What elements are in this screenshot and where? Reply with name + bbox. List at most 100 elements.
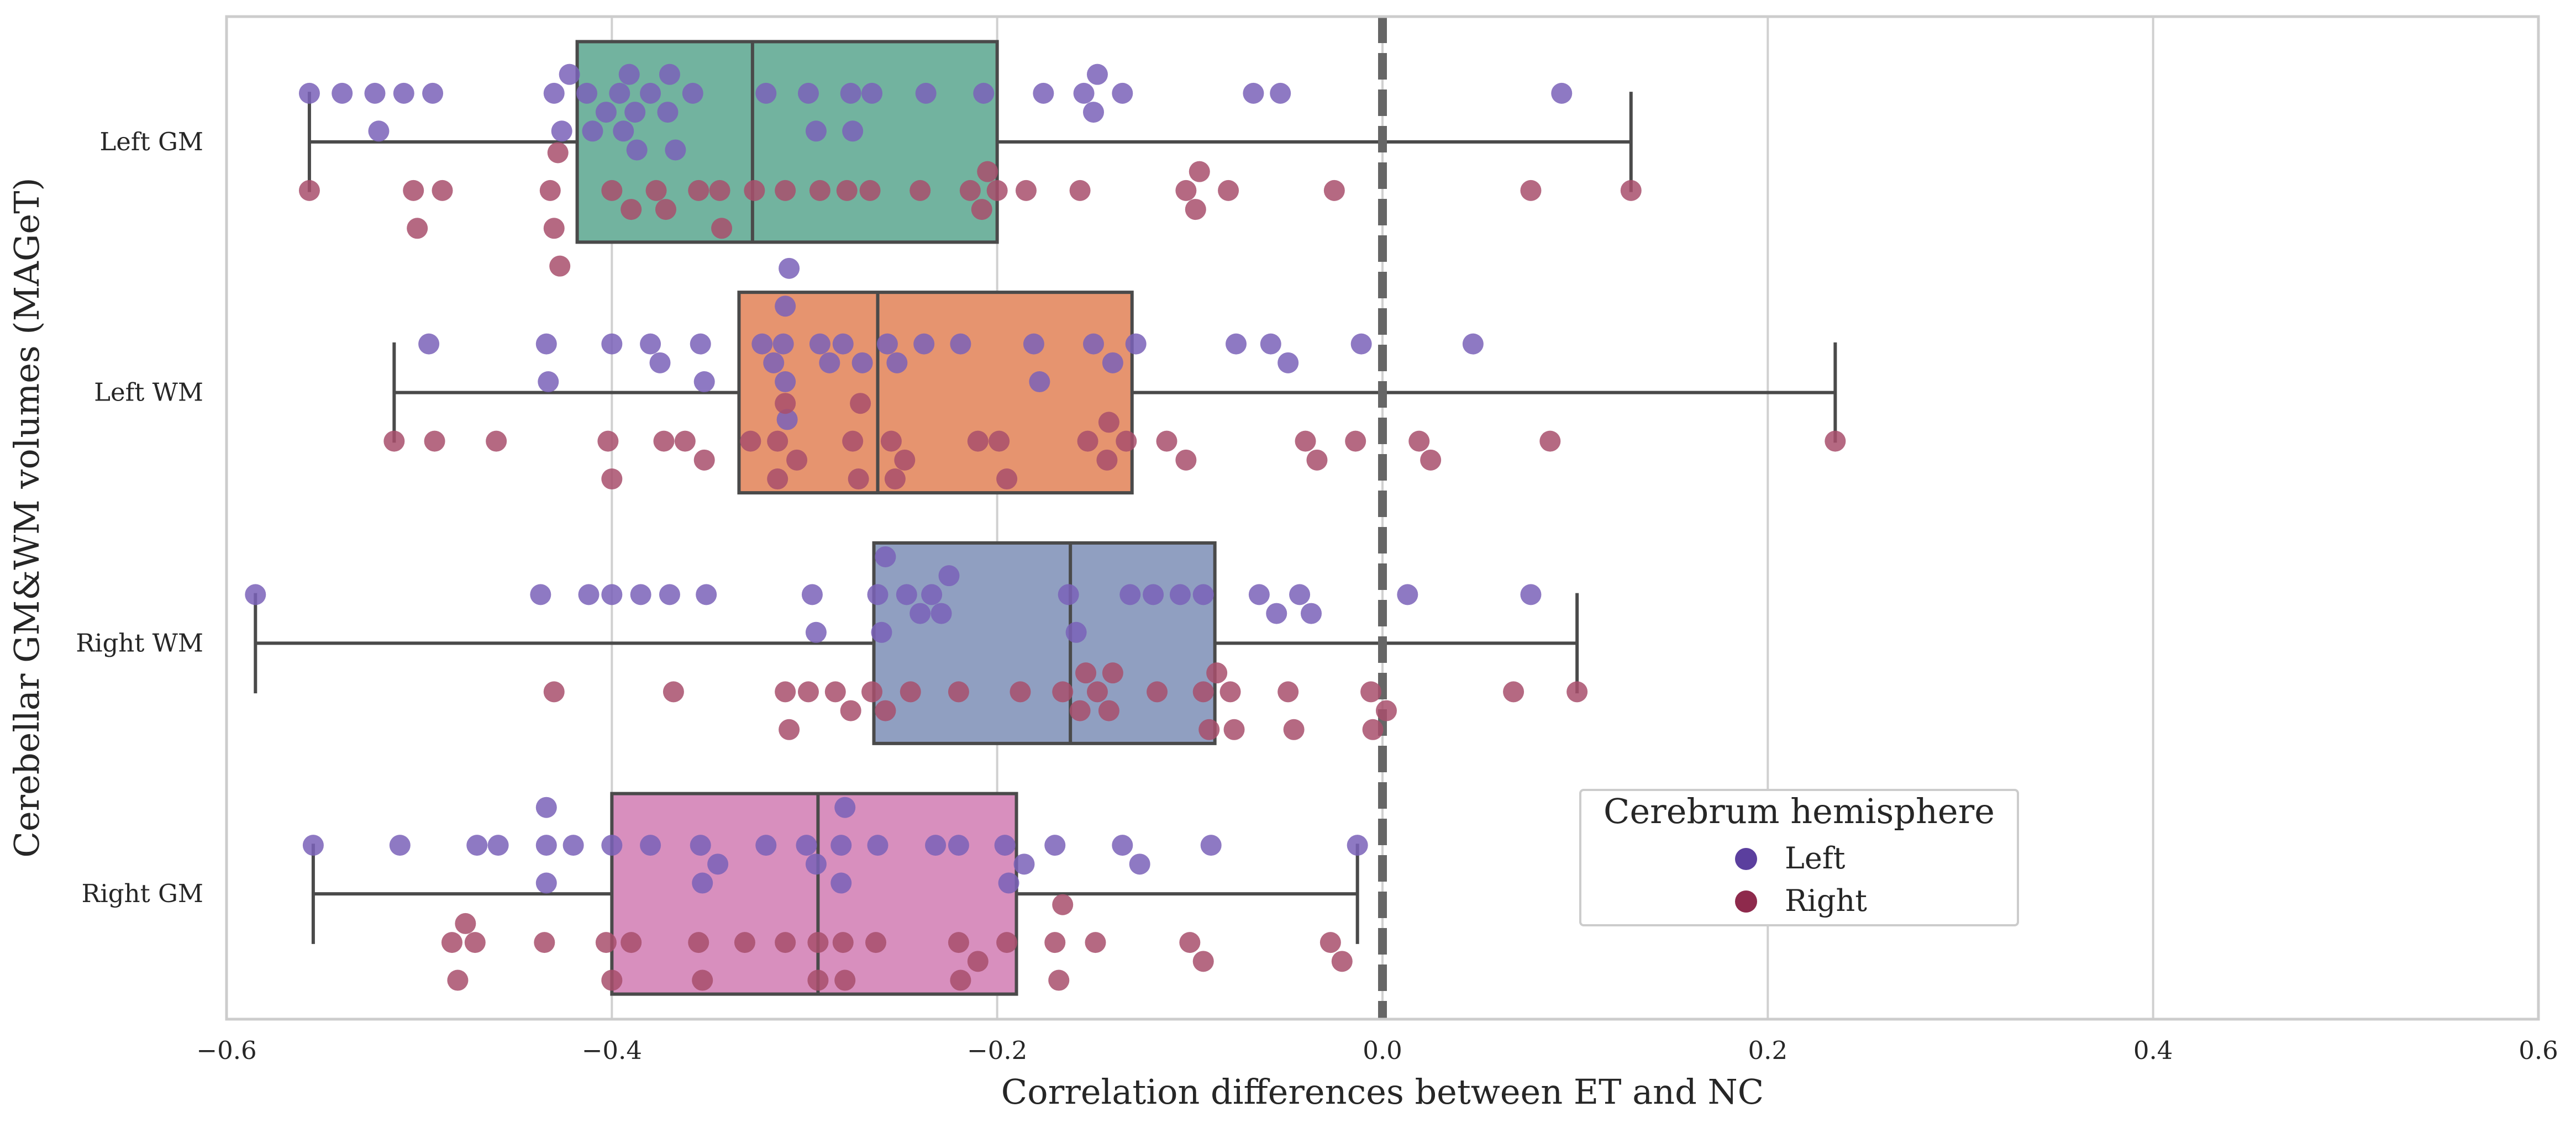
point-left <box>364 82 386 104</box>
point-right <box>601 468 623 490</box>
point-left <box>830 872 852 894</box>
point-left <box>1033 82 1054 104</box>
point-left <box>950 333 971 355</box>
point-left <box>389 835 411 856</box>
point-right <box>950 969 971 991</box>
point-left <box>861 82 883 104</box>
point-right <box>807 932 829 953</box>
point-left <box>601 835 623 856</box>
point-left <box>1350 333 1372 355</box>
point-left <box>640 333 661 355</box>
point-right <box>1283 719 1305 740</box>
point-right <box>996 932 1018 953</box>
point-right <box>424 430 445 452</box>
point-right <box>834 969 856 991</box>
point-left <box>562 835 584 856</box>
point-left <box>659 584 680 605</box>
point-left <box>1169 584 1191 605</box>
point-right <box>775 681 796 703</box>
point-right <box>977 161 998 182</box>
point-right <box>1098 412 1119 433</box>
point-right <box>1086 681 1108 703</box>
point-right <box>989 430 1010 452</box>
point-left <box>921 584 943 605</box>
point-right <box>693 449 715 471</box>
point-left <box>1143 584 1164 605</box>
point-right <box>1085 932 1106 953</box>
point-right <box>1331 951 1353 972</box>
point-left <box>973 82 995 104</box>
point-right <box>1175 180 1197 201</box>
point-left <box>466 835 488 856</box>
point-left <box>649 352 671 373</box>
point-left <box>530 584 551 605</box>
point-left <box>1073 82 1095 104</box>
point-right <box>1102 662 1123 684</box>
point-right <box>1052 681 1074 703</box>
y-tick-label: Left GM <box>99 127 203 156</box>
point-left <box>910 603 931 624</box>
point-right <box>1189 161 1210 182</box>
point-right <box>894 449 916 471</box>
legend-title: Cerebrum hemisphere <box>1604 791 1995 831</box>
point-right <box>597 430 619 452</box>
point-right <box>621 932 642 953</box>
x-tick-label: −0.2 <box>967 1036 1027 1065</box>
point-left <box>690 835 711 856</box>
point-left <box>1044 835 1066 856</box>
point-right <box>1620 180 1642 201</box>
point-right <box>383 430 405 452</box>
point-right <box>996 468 1018 490</box>
point-left <box>797 82 819 104</box>
point-right <box>543 681 565 703</box>
point-right <box>859 180 881 201</box>
point-right <box>824 681 846 703</box>
point-left <box>875 546 896 567</box>
point-right <box>1503 681 1524 703</box>
point-right <box>875 700 896 721</box>
point-left <box>595 102 617 123</box>
point-right <box>1218 180 1239 201</box>
point-left <box>626 139 648 161</box>
point-right <box>1175 449 1197 471</box>
point-left <box>1248 584 1270 605</box>
point-left <box>696 584 717 605</box>
point-right <box>1198 719 1220 740</box>
point-right <box>880 430 902 452</box>
point-right <box>543 218 565 239</box>
point-left <box>690 333 711 355</box>
point-right <box>539 180 561 201</box>
point-right <box>403 180 424 201</box>
point-right <box>709 180 730 201</box>
point-right <box>1520 180 1542 201</box>
point-right <box>1015 180 1037 201</box>
point-right <box>884 468 906 490</box>
point-left <box>393 82 414 104</box>
point-right <box>688 932 709 953</box>
point-right <box>674 430 696 452</box>
point-right <box>464 932 486 953</box>
point-left <box>886 352 908 373</box>
point-left <box>1347 835 1368 856</box>
point-left <box>1129 853 1150 875</box>
point-right <box>1185 199 1206 220</box>
point-right <box>1306 449 1328 471</box>
point-left <box>618 64 640 85</box>
point-right <box>865 932 887 953</box>
point-left <box>809 333 830 355</box>
point-left <box>535 333 557 355</box>
point-left <box>1192 584 1214 605</box>
point-right <box>1147 681 1168 703</box>
x-tick-label: −0.4 <box>582 1036 642 1065</box>
point-left <box>707 853 729 875</box>
x-axis-ticks: −0.6 −0.4 −0.2 0.0 0.2 0.4 0.6 <box>196 1036 2558 1065</box>
point-left <box>763 352 785 373</box>
point-right <box>986 180 1008 201</box>
point-right <box>1075 662 1097 684</box>
point-left <box>801 584 823 605</box>
legend: Cerebrum hemisphere Left Right <box>1579 789 2019 926</box>
y-tick-label: Right GM <box>82 879 203 908</box>
point-right <box>1044 932 1066 953</box>
point-left <box>1520 584 1542 605</box>
point-right <box>455 913 476 934</box>
